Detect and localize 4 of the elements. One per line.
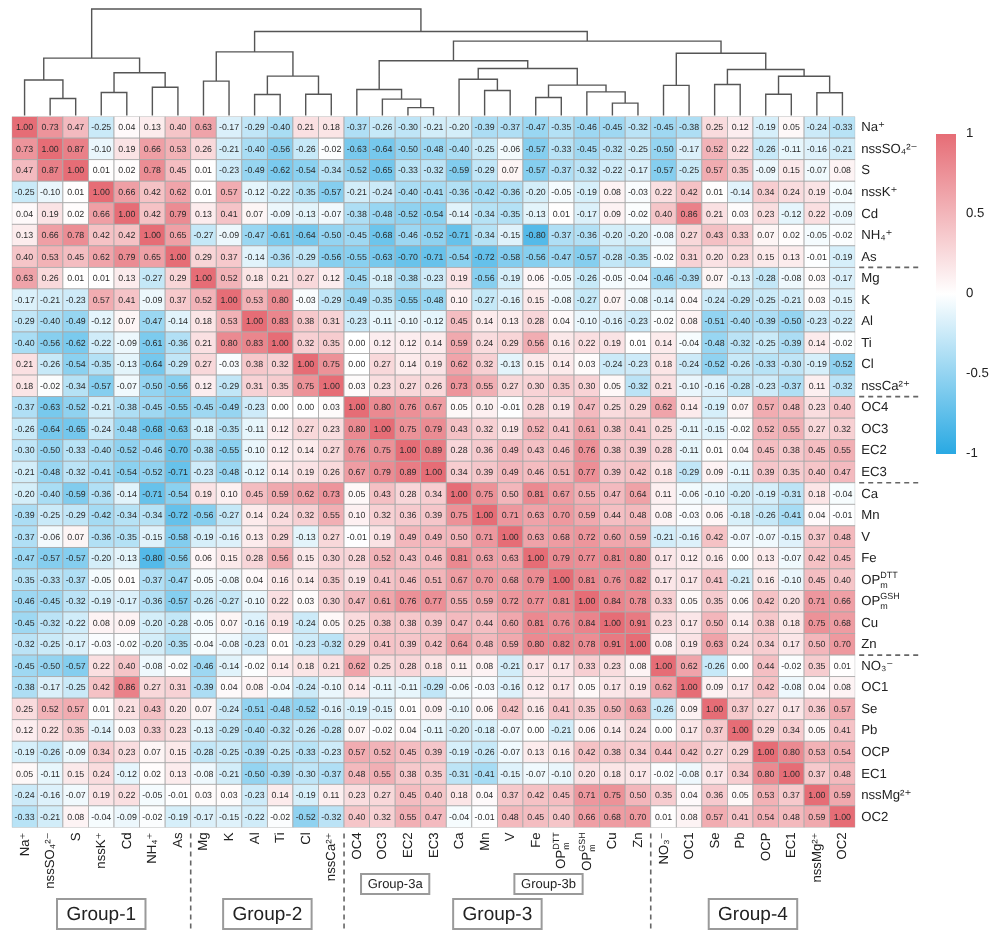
text: Group-2 [232,903,303,925]
text: Group-4 [718,903,788,925]
text: Group-1 [66,903,137,925]
text: Group-3 [462,903,533,925]
